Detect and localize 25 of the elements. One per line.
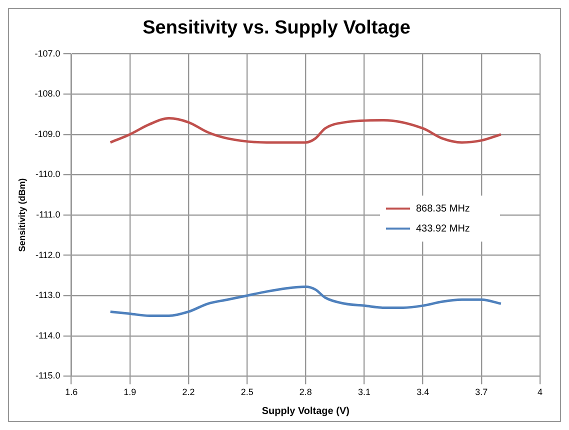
y-tick-label: -110.0	[35, 169, 60, 180]
x-tick-label: 2.2	[182, 387, 195, 398]
x-tick-label: 2.5	[240, 387, 254, 398]
y-tick-label: -113.0	[35, 290, 60, 300]
y-axis-title: Sensitivity (dBm)	[16, 178, 27, 252]
x-tick-label: 1.6	[65, 387, 78, 398]
x-axis-title: Supply Voltage (V)	[262, 406, 350, 417]
chart-title: Sensitivity vs. Supply Voltage	[142, 18, 410, 39]
x-tick-label: 3.4	[416, 387, 430, 398]
x-tick-label: 2.8	[299, 387, 312, 398]
x-tick-label: 4	[537, 387, 543, 398]
y-tick-label: -107.0	[34, 48, 60, 58]
x-tick-label: 1.9	[124, 387, 136, 398]
legend-label: 868.35 MHz	[416, 203, 470, 214]
y-tick-label: -111.0	[36, 209, 60, 220]
y-tick-label: -108.0	[34, 88, 60, 99]
y-tick-label: -109.0	[34, 128, 60, 139]
y-tick-label: -115.0	[35, 370, 60, 381]
line-series	[109, 285, 502, 317]
x-tick-label: 3.1	[358, 387, 370, 398]
legend-label: 433.92 MHz	[416, 223, 470, 234]
line-series	[109, 117, 502, 144]
y-tick-label: -114.0	[35, 330, 60, 340]
y-tick-label: -112.0	[35, 250, 60, 260]
x-tick-label: 3.7	[475, 387, 488, 398]
